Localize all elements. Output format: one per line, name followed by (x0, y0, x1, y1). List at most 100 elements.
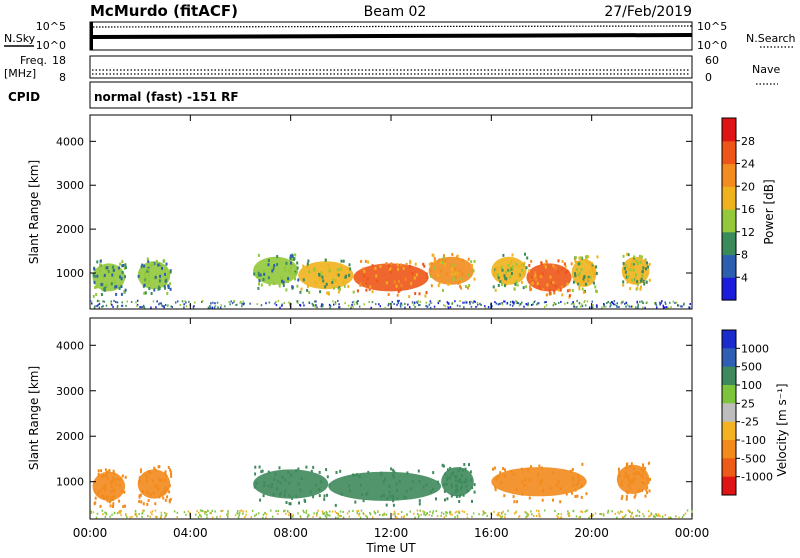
echo-speckle (627, 509, 629, 512)
echo-speckle (630, 515, 632, 517)
echo-speckle (371, 301, 374, 304)
echo-speckle (263, 484, 266, 488)
echo-speckle (211, 306, 213, 309)
echo-speckle (631, 512, 633, 515)
echo-speckle (305, 509, 308, 512)
echo-speckle (166, 292, 169, 295)
echo-speckle (419, 304, 421, 306)
echo-speckle (425, 272, 428, 276)
echo-speckle (115, 292, 118, 296)
power-echo-layer (90, 252, 691, 309)
echo-speckle (319, 516, 321, 519)
echo-speckle (348, 273, 351, 277)
echo-speckle (314, 300, 316, 303)
echo-speckle (443, 304, 445, 307)
echo-speckle (338, 288, 341, 291)
echo-speckle (387, 293, 390, 296)
echo-speckle (345, 274, 348, 278)
echo-speckle (639, 260, 642, 264)
echo-speckle (188, 513, 191, 516)
echo-speckle (629, 465, 632, 469)
echo-speckle (136, 515, 138, 518)
echo-speckle (94, 305, 96, 308)
echo-speckle (492, 285, 495, 289)
echo-speckle (242, 510, 245, 513)
echo-speckle (193, 305, 195, 308)
echo-speckle (378, 513, 381, 516)
echo-speckle (582, 278, 585, 282)
echo-speckle (140, 468, 142, 472)
echo-speckle (184, 300, 186, 303)
echo-speckle (100, 283, 103, 287)
echo-speckle (411, 272, 414, 276)
echo-speckle (125, 304, 127, 307)
echo-speckle (289, 302, 291, 304)
echo-speckle (96, 274, 99, 278)
echo-speckle (95, 285, 98, 289)
echo-speckle (658, 301, 661, 304)
echo-speckle (429, 510, 431, 513)
echo-speckle (389, 270, 392, 274)
echo-speckle (441, 261, 444, 264)
echo-speckle (348, 515, 350, 518)
echo-speckle (634, 472, 637, 476)
echo-speckle (634, 493, 637, 497)
echo-speckle (664, 514, 667, 516)
colorbar-tick-label: 500 (741, 361, 762, 374)
echo-speckle (632, 262, 635, 266)
echo-speckle (285, 261, 288, 265)
echo-speckle (448, 476, 451, 480)
echo-speckle (533, 301, 535, 303)
echo-speckle (384, 477, 386, 481)
echo-speckle (539, 481, 542, 485)
echo-speckle (169, 468, 172, 472)
echo-speckle (500, 481, 503, 485)
echo-speckle (501, 268, 504, 272)
echo-speckle (451, 513, 453, 516)
echo-speckle (356, 512, 359, 515)
echo-speckle (164, 272, 166, 276)
echo-speckle (244, 516, 246, 518)
echo-speckle (303, 511, 305, 514)
echo-speckle (566, 301, 569, 304)
echo-speckle (638, 511, 641, 514)
echo-speckle (447, 306, 450, 309)
echo-speckle (176, 511, 179, 514)
echo-speckle (480, 304, 482, 306)
echo-speckle (436, 273, 439, 277)
echo-speckle (430, 269, 433, 273)
echo-speckle (584, 300, 586, 303)
echo-speckle (429, 306, 432, 309)
x-tick-label: 00:00 (675, 526, 710, 540)
echo-speckle (627, 475, 630, 478)
echo-speckle (470, 478, 473, 482)
echo-speckle (503, 274, 506, 278)
echo-speckle (388, 268, 391, 272)
echo-speckle (305, 511, 307, 514)
echo-speckle (344, 302, 346, 305)
echo-speckle (119, 512, 121, 515)
echo-region (253, 469, 329, 499)
echo-speckle (236, 303, 238, 306)
echo-speckle (306, 515, 309, 518)
echo-speckle (589, 515, 592, 518)
echo-speckle (102, 305, 104, 308)
echo-speckle (281, 476, 284, 479)
echo-speckle (426, 512, 428, 514)
echo-speckle (426, 513, 428, 516)
echo-speckle (362, 267, 364, 271)
echo-speckle (494, 301, 496, 304)
echo-speckle (543, 301, 546, 304)
echo-speckle (352, 509, 354, 512)
echo-speckle (572, 509, 574, 512)
echo-speckle (484, 512, 487, 514)
power-colorbar-label: Power [dB] (762, 179, 776, 244)
echo-speckle (287, 269, 290, 272)
echo-speckle (402, 266, 405, 270)
echo-speckle (465, 484, 468, 488)
echo-speckle (432, 512, 434, 515)
echo-speckle (163, 285, 166, 288)
echo-speckle (555, 303, 557, 306)
echo-speckle (334, 279, 337, 283)
